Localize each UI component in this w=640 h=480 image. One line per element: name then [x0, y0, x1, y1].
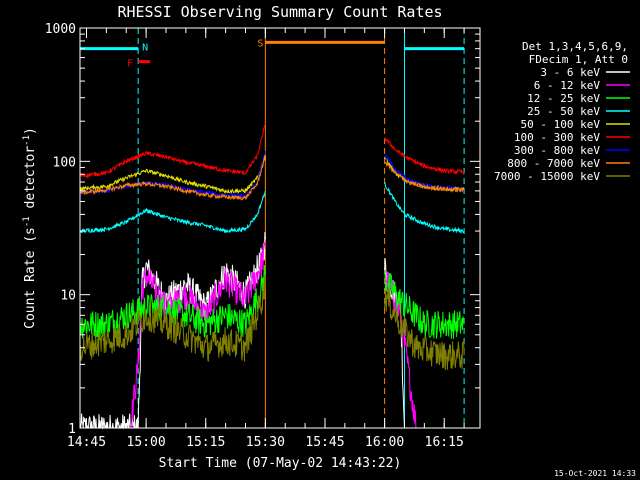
- x-tick-label: 16:00: [365, 435, 404, 450]
- y-tick-label: 1000: [45, 22, 76, 37]
- plot-frame: [79, 27, 481, 429]
- legend-entry: 3 - 6 keV: [540, 66, 600, 79]
- legend-entry: 300 - 800 keV: [514, 144, 600, 157]
- y-tick-label: 100: [53, 155, 76, 170]
- x-tick-label: 15:00: [127, 435, 166, 450]
- timestamp: 15-Oct-2021 14:33: [554, 469, 636, 478]
- legend-entry: 800 - 7000 keV: [507, 157, 600, 170]
- series-line: [79, 265, 266, 339]
- legend-entry: 12 - 25 keV: [527, 92, 600, 105]
- marker-label: F: [127, 59, 133, 70]
- marker-label: N: [142, 43, 148, 54]
- x-tick-label: 15:45: [305, 435, 344, 450]
- x-axis-label: Start Time (07-May-02 14:43:22): [159, 456, 402, 471]
- series-line: [384, 181, 465, 235]
- legend-entry: 25 - 50 keV: [527, 105, 600, 118]
- y-axis-label: Count Rate (s-1 detector-1): [22, 127, 38, 329]
- legend-entry: 6 - 12 keV: [534, 79, 601, 92]
- legend-entry: 7000 - 15000 keV: [494, 170, 600, 183]
- axes: 1 10 100 1000 14:45 15:00 15:15 15:30 15:45 16:00…: [45, 22, 480, 450]
- chart-title: RHESSI Observing Summary Count Rates: [117, 3, 442, 21]
- legend: Det 1,3,4,5,6,9,FDecim 1, Att 03 - 6 keV…: [494, 40, 630, 183]
- legend-header: FDecim 1, Att 0: [529, 53, 628, 66]
- series-layer: [79, 123, 465, 430]
- legend-entry: 50 - 100 keV: [521, 118, 601, 131]
- series-line: [79, 155, 266, 201]
- series-line: [79, 274, 266, 362]
- x-tick-label: 15:30: [246, 435, 285, 450]
- series-line: [384, 161, 465, 194]
- series-line: [79, 190, 266, 234]
- x-tick-label: 16:15: [425, 435, 464, 450]
- series-line: [79, 155, 266, 195]
- series-line: [384, 136, 465, 176]
- marker-label: S: [257, 38, 263, 49]
- series-line: [384, 288, 465, 371]
- x-tick-label: 15:15: [186, 435, 225, 450]
- y-tick-label: 1: [68, 422, 76, 437]
- y-tick-label: 10: [60, 289, 76, 304]
- x-tick-label: 14:45: [67, 435, 106, 450]
- legend-entry: 100 - 300 keV: [514, 131, 600, 144]
- legend-header: Det 1,3,4,5,6,9,: [522, 40, 628, 53]
- series-line: [79, 123, 266, 179]
- series-line: [384, 154, 465, 192]
- series-line: [384, 270, 465, 339]
